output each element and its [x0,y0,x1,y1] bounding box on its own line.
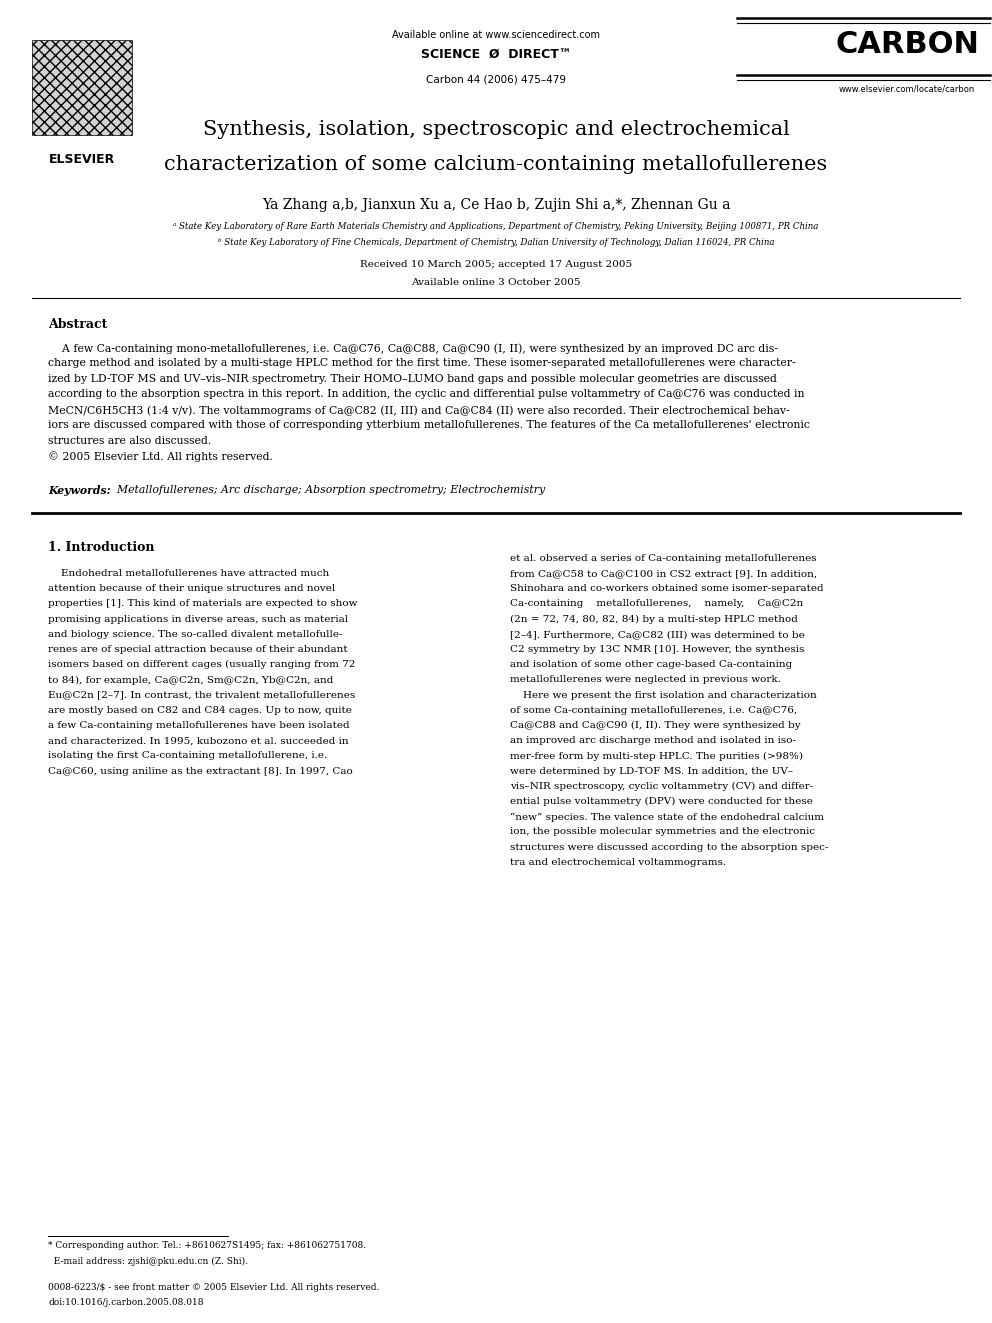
Text: Keywords:: Keywords: [48,486,111,496]
Text: and biology science. The so-called divalent metallofulle-: and biology science. The so-called dival… [48,630,342,639]
Text: renes are of special attraction because of their abundant: renes are of special attraction because … [48,646,347,654]
Bar [32,40,132,135]
Text: ion, the possible molecular symmetries and the electronic: ion, the possible molecular symmetries a… [510,827,815,836]
Text: E-mail address: zjshi@pku.edu.cn (Z. Shi).: E-mail address: zjshi@pku.edu.cn (Z. Shi… [48,1257,248,1266]
Text: a few Ca-containing metallofullerenes have been isolated: a few Ca-containing metallofullerenes ha… [48,721,349,730]
Text: SCIENCE  Ø  DIRECT™: SCIENCE Ø DIRECT™ [421,48,571,61]
Text: Carbon 44 (2006) 475–479: Carbon 44 (2006) 475–479 [426,75,566,85]
Text: structures were discussed according to the absorption spec-: structures were discussed according to t… [510,843,828,852]
Text: from Ca@C58 to Ca@C100 in CS2 extract [9]. In addition,: from Ca@C58 to Ca@C100 in CS2 extract [9… [510,569,817,578]
Text: according to the absorption spectra in this report. In addition, the cyclic and : according to the absorption spectra in t… [48,389,805,400]
Text: www.elsevier.com/locate/carbon: www.elsevier.com/locate/carbon [839,85,975,94]
Text: mer-free form by multi-step HPLC. The purities (>98%): mer-free form by multi-step HPLC. The pu… [510,751,803,761]
Text: Synthesis, isolation, spectroscopic and electrochemical: Synthesis, isolation, spectroscopic and … [202,120,790,139]
Text: vis–NIR spectroscopy, cyclic voltammetry (CV) and differ-: vis–NIR spectroscopy, cyclic voltammetry… [510,782,813,791]
Text: and characterized. In 1995, kubozono et al. succeeded in: and characterized. In 1995, kubozono et … [48,736,348,745]
Text: Metallofullerenes; Arc discharge; Absorption spectrometry; Electrochemistry: Metallofullerenes; Arc discharge; Absorp… [110,486,546,495]
Text: an improved arc discharge method and isolated in iso-: an improved arc discharge method and iso… [510,736,796,745]
Text: Ca@C88 and Ca@C90 (I, II). They were synthesized by: Ca@C88 and Ca@C90 (I, II). They were syn… [510,721,801,730]
Text: Available online 3 October 2005: Available online 3 October 2005 [412,278,580,287]
Text: charge method and isolated by a multi-stage HPLC method for the first time. Thes: charge method and isolated by a multi-st… [48,359,796,369]
Text: Received 10 March 2005; accepted 17 August 2005: Received 10 March 2005; accepted 17 Augu… [360,261,632,269]
Text: 1. Introduction: 1. Introduction [48,541,155,554]
Text: [2–4]. Furthermore, Ca@C82 (III) was determined to be: [2–4]. Furthermore, Ca@C82 (III) was det… [510,630,805,639]
Text: CARBON: CARBON [835,30,979,60]
Text: Abstract: Abstract [48,318,107,331]
Text: © 2005 Elsevier Ltd. All rights reserved.: © 2005 Elsevier Ltd. All rights reserved… [48,451,273,462]
Text: 0008-6223/$ - see front matter © 2005 Elsevier Ltd. All rights reserved.: 0008-6223/$ - see front matter © 2005 El… [48,1283,379,1293]
Text: * Corresponding author. Tel.: +8610627S1495; fax: +861062751708.: * Corresponding author. Tel.: +8610627S1… [48,1241,366,1250]
Text: characterization of some calcium-containing metallofullerenes: characterization of some calcium-contain… [165,155,827,175]
Text: of some Ca-containing metallofullerenes, i.e. Ca@C76,: of some Ca-containing metallofullerenes,… [510,705,798,714]
Text: and isolation of some other cage-based Ca-containing: and isolation of some other cage-based C… [510,660,793,669]
Text: structures are also discussed.: structures are also discussed. [48,437,211,446]
Text: Here we present the first isolation and characterization: Here we present the first isolation and … [510,691,816,700]
Text: are mostly based on C82 and C84 cages. Up to now, quite: are mostly based on C82 and C84 cages. U… [48,705,352,714]
Text: Endohedral metallofullerenes have attracted much: Endohedral metallofullerenes have attrac… [48,569,329,578]
Text: ential pulse voltammetry (DPV) were conducted for these: ential pulse voltammetry (DPV) were cond… [510,796,812,806]
Text: to 84), for example, Ca@C2n, Sm@C2n, Yb@C2n, and: to 84), for example, Ca@C2n, Sm@C2n, Yb@… [48,676,333,684]
Text: Ca@C60, using aniline as the extractant [8]. In 1997, Cao: Ca@C60, using aniline as the extractant … [48,766,353,775]
Text: MeCN/C6H5CH3 (1:4 v/v). The voltammograms of Ca@C82 (II, III) and Ca@C84 (II) we: MeCN/C6H5CH3 (1:4 v/v). The voltammogram… [48,405,790,415]
Text: ized by LD-TOF MS and UV–vis–NIR spectrometry. Their HOMO–LUMO band gaps and pos: ized by LD-TOF MS and UV–vis–NIR spectro… [48,374,777,384]
Text: tra and electrochemical voltammograms.: tra and electrochemical voltammograms. [510,857,726,867]
Text: et al. observed a series of Ca-containing metallofullerenes: et al. observed a series of Ca-containin… [510,554,816,562]
Text: attention because of their unique structures and novel: attention because of their unique struct… [48,585,335,593]
Text: Eu@C2n [2–7]. In contrast, the trivalent metallofullerenes: Eu@C2n [2–7]. In contrast, the trivalent… [48,691,355,700]
Text: promising applications in diverse areas, such as material: promising applications in diverse areas,… [48,615,348,623]
Text: isolating the first Ca-containing metallofullerene, i.e.: isolating the first Ca-containing metall… [48,751,327,761]
Text: ELSEVIER: ELSEVIER [49,153,115,165]
Text: “new” species. The valence state of the endohedral calcium: “new” species. The valence state of the … [510,812,824,822]
Text: (2n = 72, 74, 80, 82, 84) by a multi-step HPLC method: (2n = 72, 74, 80, 82, 84) by a multi-ste… [510,615,798,623]
Text: Ca-containing    metallofullerenes,    namely,    Ca@C2n: Ca-containing metallofullerenes, namely,… [510,599,804,609]
Text: doi:10.1016/j.carbon.2005.08.018: doi:10.1016/j.carbon.2005.08.018 [48,1298,203,1307]
Text: were determined by LD-TOF MS. In addition, the UV–: were determined by LD-TOF MS. In additio… [510,766,794,775]
Text: C2 symmetry by 13C NMR [10]. However, the synthesis: C2 symmetry by 13C NMR [10]. However, th… [510,646,805,654]
Text: properties [1]. This kind of materials are expected to show: properties [1]. This kind of materials a… [48,599,357,609]
Text: ᵇ State Key Laboratory of Fine Chemicals, Department of Chemistry, Dalian Univer: ᵇ State Key Laboratory of Fine Chemicals… [218,238,774,247]
Text: Ya Zhang a,b, Jianxun Xu a, Ce Hao b, Zujin Shi a,*, Zhennan Gu a: Ya Zhang a,b, Jianxun Xu a, Ce Hao b, Zu… [262,198,730,212]
Text: ᵃ State Key Laboratory of Rare Earth Materials Chemistry and Applications, Depar: ᵃ State Key Laboratory of Rare Earth Mat… [174,222,818,232]
Text: metallofullerenes were neglected in previous work.: metallofullerenes were neglected in prev… [510,676,781,684]
Text: isomers based on different cages (usually ranging from 72: isomers based on different cages (usuall… [48,660,355,669]
Text: Available online at www.sciencedirect.com: Available online at www.sciencedirect.co… [392,30,600,40]
Text: iors are discussed compared with those of corresponding ytterbium metallofullere: iors are discussed compared with those o… [48,421,809,430]
Text: Shinohara and co-workers obtained some isomer-separated: Shinohara and co-workers obtained some i… [510,585,823,593]
Text: A few Ca-containing mono-metallofullerenes, i.e. Ca@C76, Ca@C88, Ca@C90 (I, II),: A few Ca-containing mono-metallofulleren… [48,343,778,353]
